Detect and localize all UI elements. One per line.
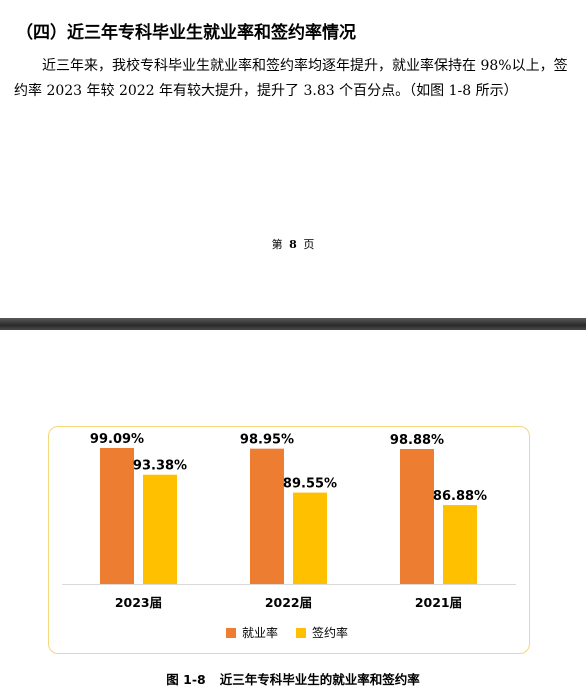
page-number-suffix: 页 — [303, 238, 315, 251]
chart-frame — [48, 426, 530, 654]
figure-title: 近三年专科毕业生的就业率和签约率 — [219, 672, 420, 687]
data-label-signing-0: 93.38% — [133, 459, 187, 474]
bar-signing-0 — [143, 474, 177, 584]
paragraph-text: 近三年来，我校专科毕业生就业率和签约率均逐年提升，就业率保持在 98%以上，签约… — [14, 58, 568, 99]
figure-number: 图 1-8 — [166, 672, 206, 687]
section-heading: （四）近三年专科毕业生就业率和签约率情况 — [16, 23, 356, 43]
chart-legend: 就业率 签约率 — [226, 624, 348, 641]
page-number: 第 8 页 — [0, 236, 586, 252]
legend-swatch-employment — [226, 627, 236, 638]
category-label-0: 2023届 — [115, 595, 162, 610]
page-divider — [0, 318, 586, 330]
page-number-value: 8 — [289, 238, 297, 251]
legend-label-signing: 签约率 — [312, 626, 349, 640]
data-label-signing-1: 89.55% — [283, 477, 337, 492]
data-label-employment-0: 99.09% — [90, 432, 144, 447]
bar-employment-2 — [400, 448, 434, 584]
bar-employment-1 — [250, 448, 284, 584]
page-number-prefix: 第 — [271, 238, 283, 251]
category-label-2: 2021届 — [415, 595, 462, 610]
legend-swatch-signing — [296, 627, 307, 638]
bar-employment-0 — [100, 448, 134, 584]
bar-signing-1 — [293, 492, 327, 584]
legend-label-employment: 就业率 — [242, 626, 279, 640]
bar-signing-2 — [443, 505, 477, 584]
data-label-signing-2: 86.88% — [433, 489, 487, 504]
category-label-1: 2022届 — [265, 595, 312, 610]
data-label-employment-2: 98.88% — [390, 433, 444, 448]
figure-caption: 图 1-8 近三年专科毕业生的就业率和签约率 — [0, 669, 586, 688]
body-paragraph: 近三年来，我校专科毕业生就业率和签约率均逐年提升，就业率保持在 98%以上，签约… — [14, 54, 574, 104]
data-label-employment-1: 98.95% — [240, 433, 294, 448]
